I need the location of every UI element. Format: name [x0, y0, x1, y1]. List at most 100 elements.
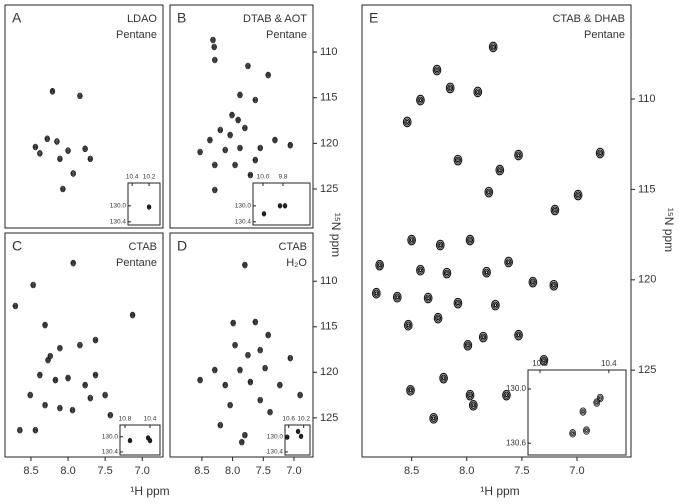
contour-ring: [456, 158, 460, 163]
contour-ring: [374, 291, 379, 296]
contour-ring: [212, 162, 217, 168]
contour-ring: [273, 137, 277, 143]
contour-ring: [237, 144, 243, 152]
x-tick-label: 8.0: [60, 465, 75, 477]
contour-ring: [32, 426, 39, 434]
contour-ring: [45, 356, 51, 364]
contour-ring: [37, 372, 42, 378]
inset-x-tick-label: 10.0: [257, 174, 270, 181]
peak: [392, 291, 402, 303]
peak: [77, 92, 83, 100]
contour-ring: [242, 431, 248, 439]
peak: [432, 64, 442, 76]
contour-ring: [488, 41, 498, 53]
peak: [569, 429, 577, 438]
contour-ring: [13, 303, 18, 309]
contour-ring: [263, 365, 268, 371]
contour-ring: [485, 188, 492, 196]
contour-ring: [416, 264, 425, 276]
contour-ring: [445, 271, 449, 276]
peak: [212, 186, 218, 194]
peak: [277, 203, 283, 209]
peak: [514, 149, 523, 161]
contour-ring: [58, 346, 61, 350]
inset-x-tick-label: 10.2: [143, 174, 156, 181]
contour-ring: [377, 263, 382, 268]
inset-y-tick-label: 130.4: [110, 219, 127, 226]
contour-ring: [468, 238, 472, 243]
peak: [207, 136, 213, 144]
contour-ring: [373, 289, 380, 297]
contour-ring: [297, 430, 299, 433]
contour-ring: [84, 383, 87, 387]
contour-ring: [403, 319, 413, 331]
contour-ring: [93, 372, 98, 378]
contour-ring: [267, 333, 270, 337]
contour-ring: [245, 62, 251, 70]
contour-ring: [217, 126, 224, 134]
contour-ring: [207, 136, 213, 144]
contour-ring: [87, 394, 94, 402]
contour-ring: [583, 426, 590, 435]
contour-ring: [295, 428, 301, 435]
contour-ring: [515, 331, 522, 339]
contour-ring: [198, 149, 202, 155]
contour-ring: [146, 204, 152, 210]
contour-ring: [576, 193, 580, 197]
inset-y-tick-label: 130.4: [235, 219, 252, 226]
y-tick-label: 120: [320, 366, 338, 378]
peak: [222, 146, 228, 154]
peak: [579, 407, 587, 416]
contour-ring: [429, 413, 439, 424]
contour-ring: [268, 409, 272, 415]
contour-ring: [71, 171, 76, 176]
contour-ring: [34, 428, 37, 432]
contour-ring: [49, 354, 52, 358]
contour-ring: [197, 148, 203, 156]
contour-ring: [78, 342, 82, 348]
contour-ring: [259, 398, 262, 402]
contour-ring: [282, 203, 288, 209]
contour-ring: [229, 111, 235, 119]
contour-ring: [438, 243, 442, 248]
contour-ring: [514, 149, 523, 161]
contour-ring: [296, 429, 300, 434]
peak: [69, 406, 76, 414]
panel-title: Pentane: [584, 29, 625, 41]
x-tick-label: 8.5: [404, 465, 419, 477]
contour-ring: [50, 89, 55, 94]
contour-ring: [437, 241, 444, 249]
x-tick-label: 7.5: [256, 465, 271, 477]
contour-ring: [263, 212, 265, 215]
contour-ring: [454, 299, 461, 307]
contour-ring: [481, 335, 485, 340]
contour-ring: [408, 388, 413, 393]
peak: [45, 356, 51, 364]
peak: [107, 411, 114, 419]
contour-ring: [88, 395, 93, 401]
peak: [282, 203, 288, 209]
contour-ring: [83, 146, 88, 152]
peak: [54, 138, 60, 145]
peak: [267, 408, 273, 416]
peak: [237, 144, 243, 152]
contour-ring: [232, 321, 235, 325]
peak: [232, 341, 238, 349]
peak: [583, 426, 590, 435]
contour-ring: [208, 138, 211, 142]
contour-ring: [210, 36, 216, 44]
contour-ring: [575, 191, 582, 199]
peak: [453, 297, 463, 309]
inset-y-tick-label: 130.0: [102, 433, 119, 440]
contour-ring: [45, 136, 50, 142]
contour-ring: [55, 139, 59, 144]
contour-ring: [78, 94, 82, 98]
inset-x-tick-label: 10.2: [297, 416, 310, 423]
peak: [261, 211, 267, 217]
peak: [252, 318, 259, 326]
contour-ring: [468, 393, 472, 398]
contour-ring: [439, 372, 448, 384]
contour-ring: [447, 84, 454, 92]
contour-ring: [258, 145, 263, 151]
inset-x-tick-label: 10.4: [601, 359, 617, 368]
